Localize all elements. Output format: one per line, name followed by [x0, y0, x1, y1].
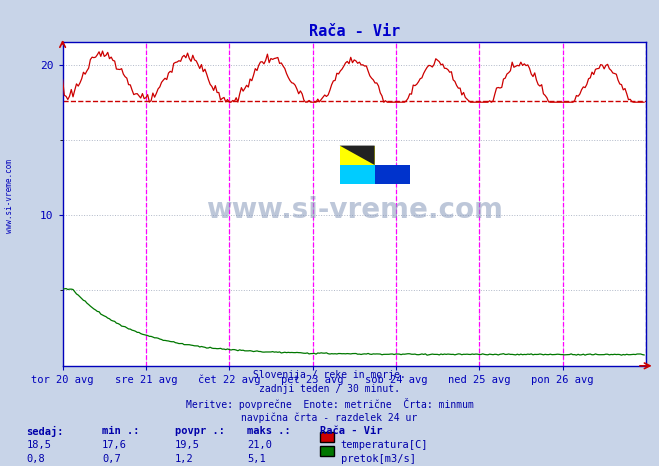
Polygon shape: [339, 145, 374, 165]
Text: min .:: min .:: [102, 426, 140, 436]
Text: 21,0: 21,0: [247, 440, 272, 450]
Text: www.si-vreme.com: www.si-vreme.com: [5, 159, 14, 233]
Bar: [339, 145, 374, 165]
Text: 0,7: 0,7: [102, 454, 121, 464]
Text: sedaj:: sedaj:: [26, 426, 64, 438]
Text: povpr .:: povpr .:: [175, 426, 225, 436]
Text: Meritve: povprečne  Enote: metrične  Črta: minmum: Meritve: povprečne Enote: metrične Črta:…: [186, 398, 473, 411]
Text: zadnji teden / 30 minut.: zadnji teden / 30 minut.: [259, 384, 400, 394]
Text: Slovenija / reke in morje.: Slovenija / reke in morje.: [253, 370, 406, 380]
Text: 1,2: 1,2: [175, 454, 193, 464]
Text: 5,1: 5,1: [247, 454, 266, 464]
Text: navpična črta - razdelek 24 ur: navpična črta - razdelek 24 ur: [241, 412, 418, 423]
Text: pretok[m3/s]: pretok[m3/s]: [341, 454, 416, 464]
Title: Rača - Vir: Rača - Vir: [308, 24, 400, 40]
Bar: [374, 165, 410, 185]
Text: 0,8: 0,8: [26, 454, 45, 464]
Text: Rača - Vir: Rača - Vir: [320, 426, 382, 436]
Text: 17,6: 17,6: [102, 440, 127, 450]
Bar: [339, 165, 374, 185]
Text: temperatura[C]: temperatura[C]: [341, 440, 428, 450]
Text: maks .:: maks .:: [247, 426, 291, 436]
Text: 18,5: 18,5: [26, 440, 51, 450]
Text: www.si-vreme.com: www.si-vreme.com: [206, 196, 503, 224]
Text: 19,5: 19,5: [175, 440, 200, 450]
